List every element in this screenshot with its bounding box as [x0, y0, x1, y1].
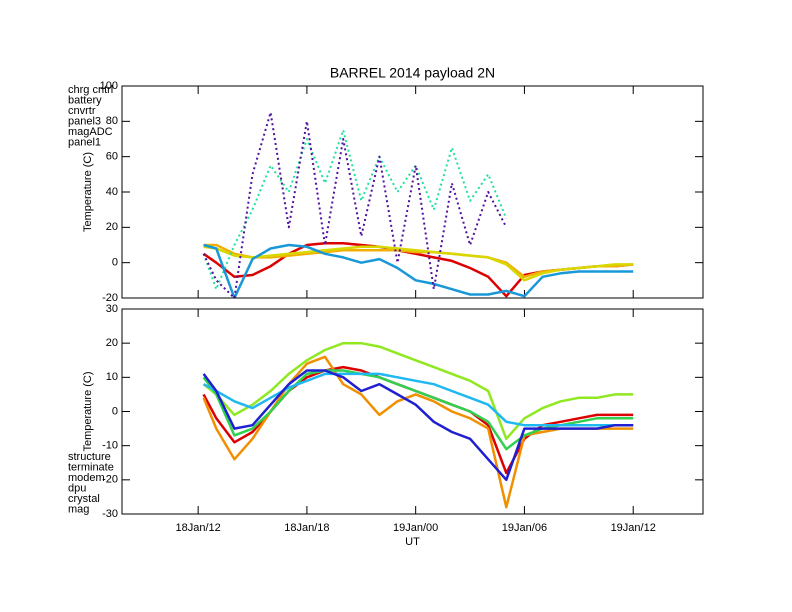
legend-entry: modem [68, 472, 105, 484]
x-tick-label: 19Jan/00 [393, 522, 438, 534]
y-tick-label: 60 [106, 151, 118, 163]
series-line [203, 243, 634, 298]
x-axis-label: UT [405, 536, 420, 548]
y-tick-label: 0 [112, 257, 118, 269]
series-line [202, 129, 508, 291]
legend-entry: dpu [68, 482, 86, 494]
y-tick-label: 40 [106, 186, 118, 198]
y-tick-label: 20 [106, 337, 118, 349]
y-tick-label: -20 [102, 292, 118, 304]
x-tick-label: 19Jan/12 [611, 522, 656, 534]
y-tick-label: 10 [106, 371, 118, 383]
y-axis-label: Temperature (C) [82, 152, 94, 232]
legend-entry: chrg cntrl [68, 84, 113, 96]
x-tick-label: 18Jan/18 [284, 522, 329, 534]
series-line [203, 245, 634, 282]
legend-entry: structure [68, 451, 111, 463]
x-tick-label: 19Jan/06 [502, 522, 547, 534]
plot-area [202, 341, 634, 509]
legend-entry: panel1 [68, 136, 101, 148]
legend-entry: crystal [68, 493, 100, 505]
chart-title: BARREL 2014 payload 2N [330, 65, 495, 81]
y-axis-label: Temperature (C) [82, 371, 94, 451]
legend-entry: panel3 [68, 115, 101, 127]
y-tick-label: -20 [102, 474, 118, 486]
series-line [202, 111, 508, 298]
legend-entry: mag [68, 503, 89, 515]
series-line [202, 369, 634, 482]
legend-entry: cnvrtr [68, 105, 96, 117]
y-tick-label: 100 [100, 80, 118, 92]
legend-entry: terminate [68, 461, 114, 473]
y-tick-label: 80 [106, 115, 118, 127]
plot-frame [121, 308, 704, 515]
y-tick-label: 30 [106, 303, 118, 315]
y-tick-label: -30 [102, 508, 118, 520]
plot-area [202, 111, 634, 298]
series-line [203, 372, 634, 427]
y-tick-label: 20 [106, 221, 118, 233]
legend-entry: battery [68, 94, 102, 106]
x-tick-label: 18Jan/12 [176, 522, 221, 534]
series-line [202, 341, 634, 441]
y-tick-label: 0 [112, 405, 118, 417]
plot-frame [121, 85, 704, 299]
legend-entry: magADC [68, 126, 113, 138]
y-tick-label: -10 [102, 440, 118, 452]
